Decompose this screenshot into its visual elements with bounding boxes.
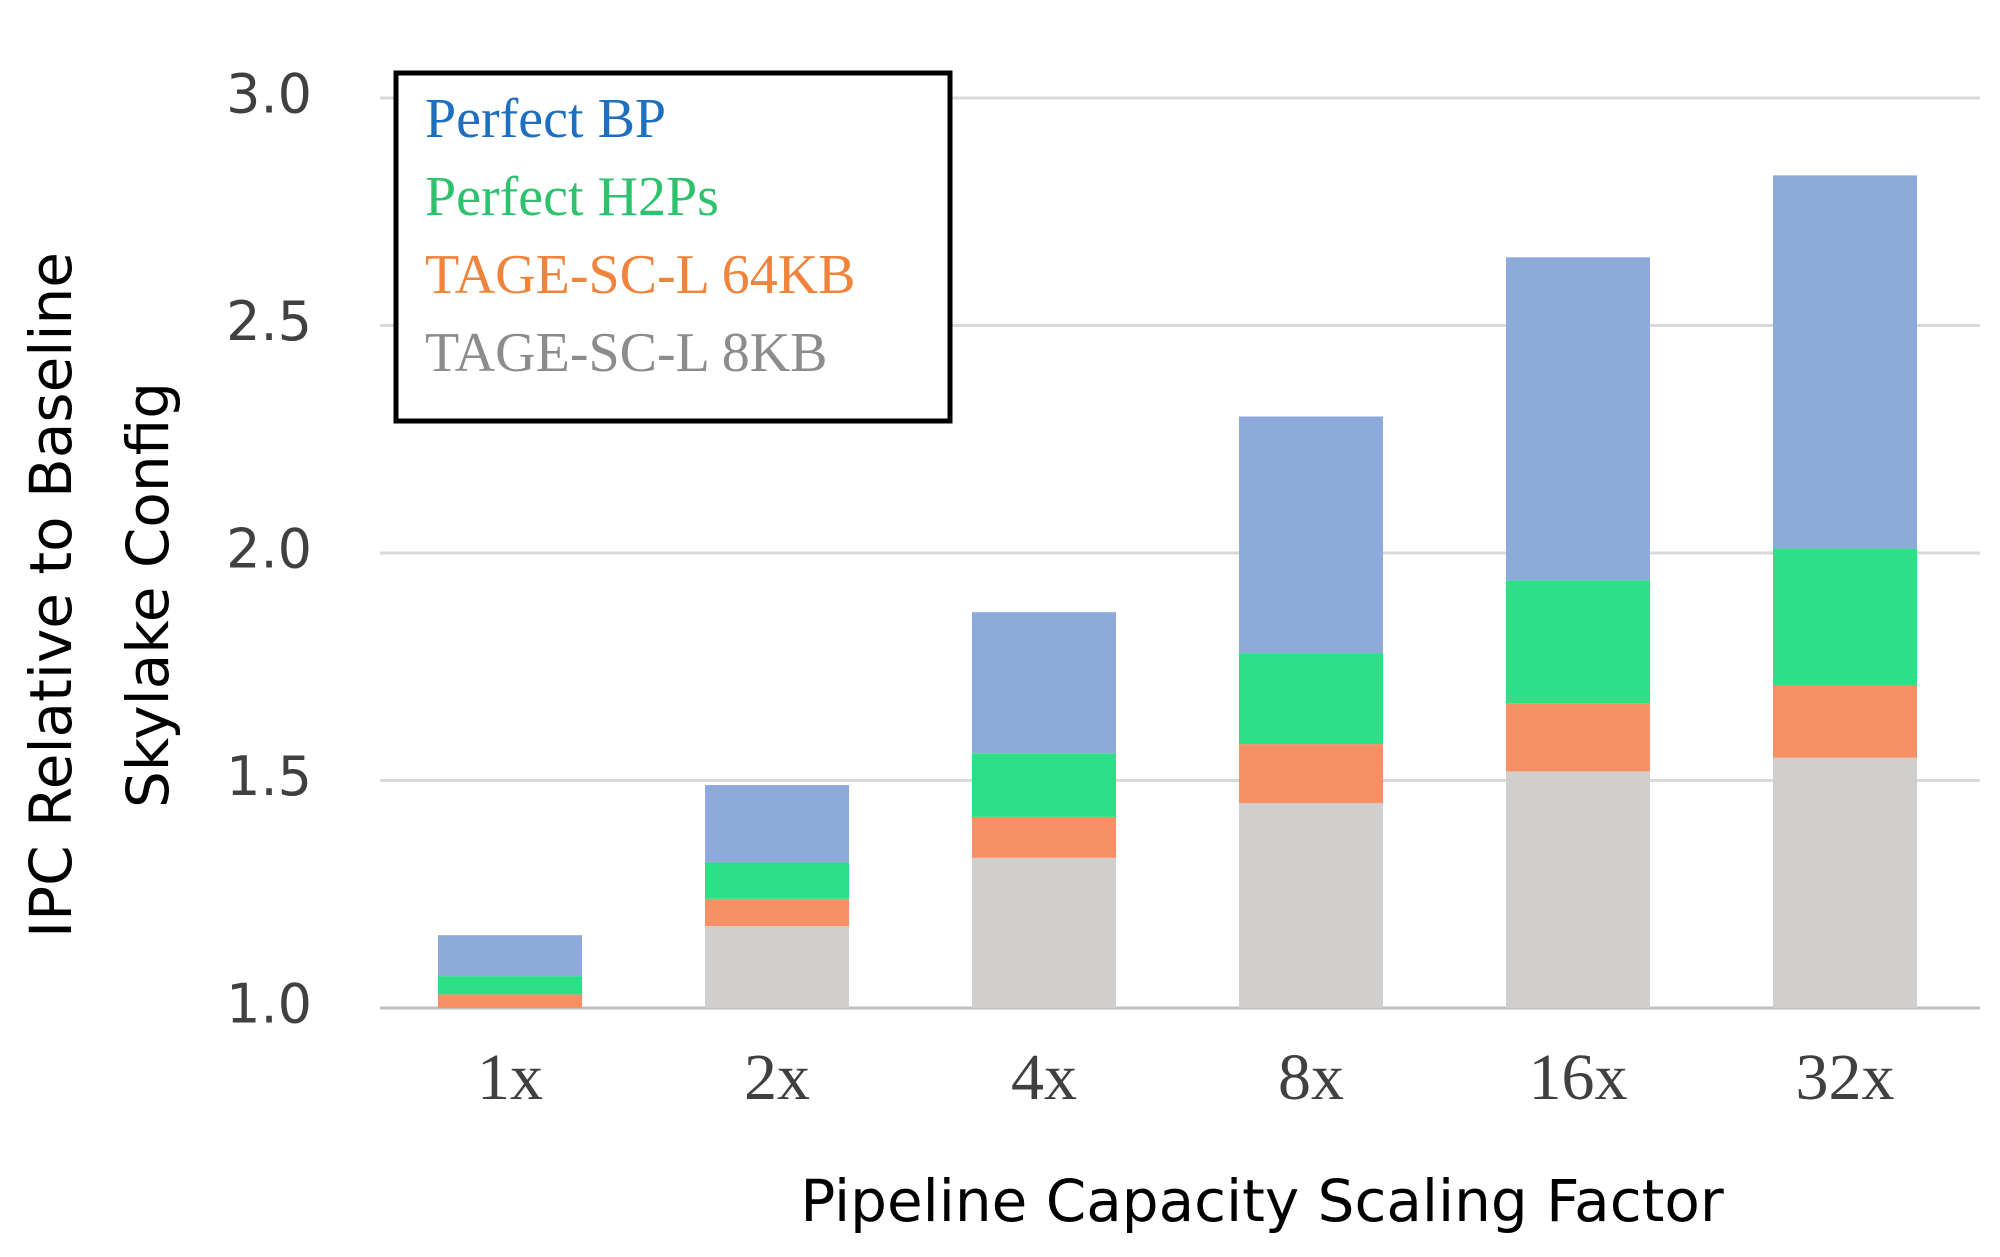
x-tick-label: 32x (1796, 1041, 1895, 1114)
x-tick-label: 1x (477, 1041, 543, 1114)
legend-entry: Perfect BP (425, 88, 666, 150)
bar-segment (705, 862, 849, 899)
bar-segment (438, 935, 582, 977)
legend-entry: TAGE-SC-L 64KB (425, 244, 856, 306)
y-axis-title: Skylake Config (114, 382, 182, 808)
bar-segment (705, 785, 849, 863)
bar-segment (1239, 803, 1383, 1008)
x-tick-label: 4x (1011, 1041, 1077, 1114)
bar-segment (438, 976, 582, 995)
y-tick-label: 2.5 (226, 290, 312, 353)
bar-segment (1239, 653, 1383, 745)
bar-segment (1506, 580, 1650, 704)
bar-segment (705, 898, 849, 927)
bar-segment (972, 857, 1116, 1008)
x-axis-title: Pipeline Capacity Scaling Factor (800, 1167, 1724, 1235)
x-tick-label: 8x (1278, 1041, 1344, 1114)
legend-box (393, 70, 953, 424)
legend-entry: TAGE-SC-L 8KB (425, 322, 828, 384)
bar-segment (1773, 175, 1917, 549)
bar-segment (1506, 257, 1650, 581)
bar-segment (972, 612, 1116, 754)
bar-segment (705, 926, 849, 1008)
bar-segment (1239, 744, 1383, 804)
x-tick-label: 16x (1529, 1041, 1628, 1114)
bar-segment (1506, 703, 1650, 772)
bar-segment (1773, 757, 1917, 1008)
y-tick-label: 1.0 (226, 973, 312, 1036)
legend-entry: Perfect H2Ps (425, 166, 719, 228)
bar-segment (1773, 548, 1917, 685)
bar-segment (438, 994, 582, 1008)
y-tick-label: 1.5 (226, 745, 312, 808)
y-tick-label: 2.0 (226, 518, 312, 581)
bar-segment (1506, 771, 1650, 1008)
bar-segment (972, 753, 1116, 817)
bar-segment (1773, 684, 1917, 758)
y-tick-label: 3.0 (226, 63, 312, 126)
x-tick-label: 2x (744, 1041, 810, 1114)
bar-segment (972, 816, 1116, 858)
bar-segment (1239, 416, 1383, 654)
y-axis-title: IPC Relative to Baseline (17, 252, 85, 938)
